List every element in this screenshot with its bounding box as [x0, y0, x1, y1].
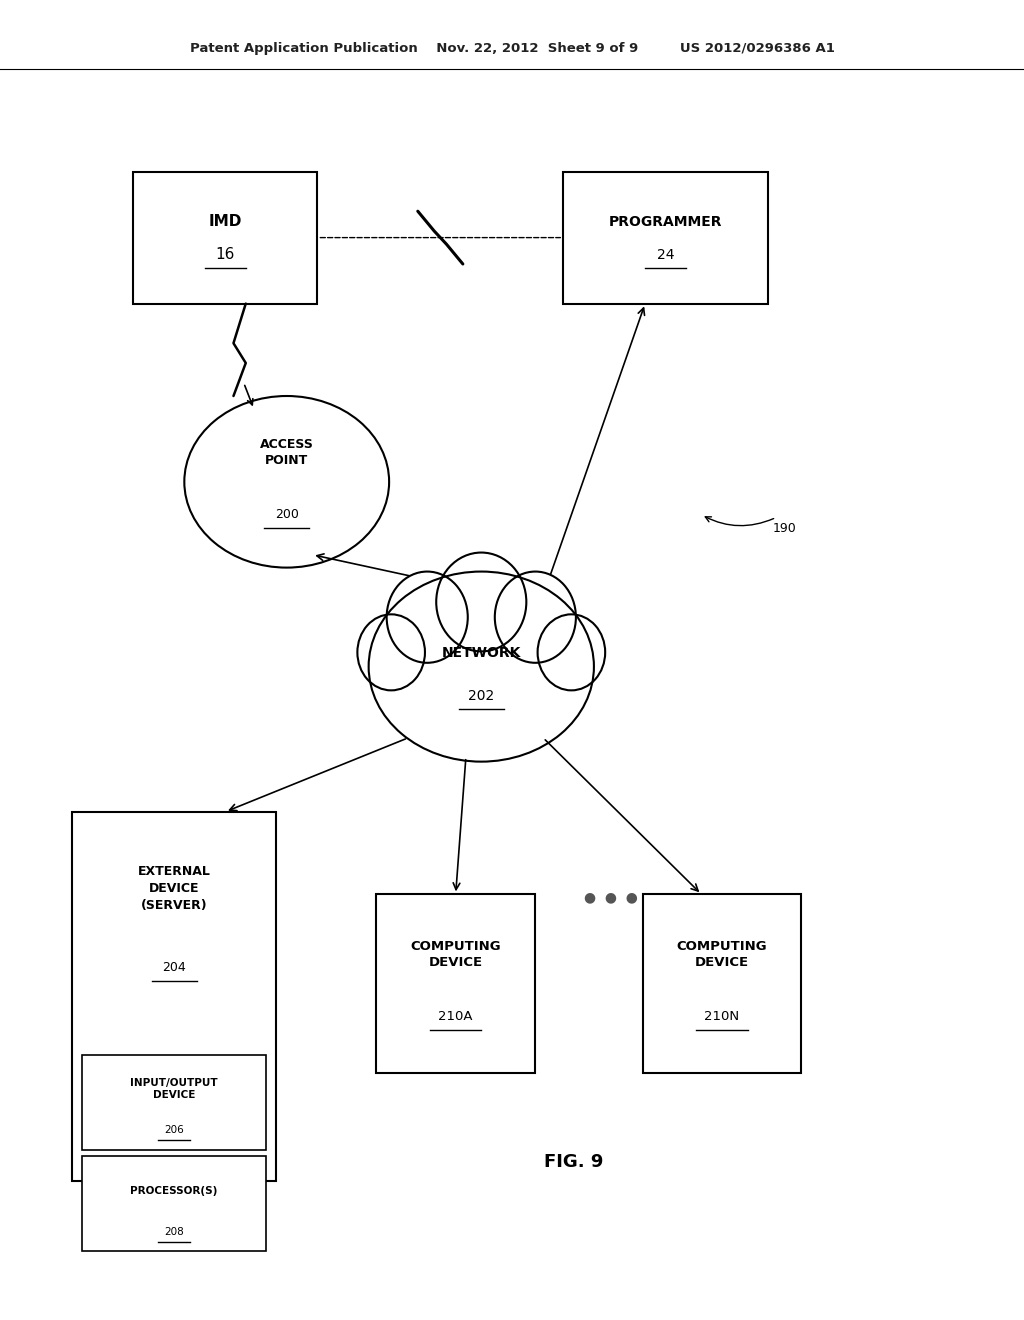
Bar: [72, 812, 276, 1181]
Ellipse shape: [436, 553, 526, 651]
Ellipse shape: [495, 572, 575, 663]
Text: 206: 206: [164, 1125, 184, 1135]
Text: COMPUTING
DEVICE: COMPUTING DEVICE: [411, 940, 501, 969]
Text: 24: 24: [656, 248, 675, 261]
Text: 208: 208: [164, 1226, 184, 1237]
Text: INPUT/OUTPUT
DEVICE: INPUT/OUTPUT DEVICE: [130, 1078, 218, 1100]
Ellipse shape: [369, 572, 594, 762]
Text: 200: 200: [274, 508, 299, 521]
Text: 204: 204: [162, 961, 186, 974]
Text: EXTERNAL
DEVICE
(SERVER): EXTERNAL DEVICE (SERVER): [137, 865, 211, 912]
Text: PROCESSOR(S): PROCESSOR(S): [130, 1185, 218, 1196]
Text: FIG. 9: FIG. 9: [544, 1152, 603, 1171]
Text: 210N: 210N: [705, 1010, 739, 1023]
Ellipse shape: [184, 396, 389, 568]
Text: PROGRAMMER: PROGRAMMER: [609, 215, 722, 228]
Bar: [563, 172, 768, 304]
Bar: [82, 1156, 266, 1251]
Text: 190: 190: [773, 521, 797, 535]
Bar: [377, 895, 535, 1072]
Text: 202: 202: [468, 689, 495, 702]
Text: IMD: IMD: [209, 214, 242, 230]
Text: Patent Application Publication    Nov. 22, 2012  Sheet 9 of 9         US 2012/02: Patent Application Publication Nov. 22, …: [189, 42, 835, 55]
Text: ●  ●  ●: ● ● ●: [585, 891, 638, 904]
Text: 210A: 210A: [438, 1010, 473, 1023]
Text: COMPUTING
DEVICE: COMPUTING DEVICE: [677, 940, 767, 969]
Bar: [133, 172, 317, 304]
Text: 16: 16: [216, 247, 234, 263]
Ellipse shape: [538, 614, 605, 690]
Ellipse shape: [357, 614, 425, 690]
Ellipse shape: [387, 572, 468, 663]
Bar: [643, 895, 801, 1072]
Text: NETWORK: NETWORK: [441, 647, 521, 660]
Bar: [82, 1055, 266, 1150]
Text: ACCESS
POINT: ACCESS POINT: [260, 438, 313, 467]
